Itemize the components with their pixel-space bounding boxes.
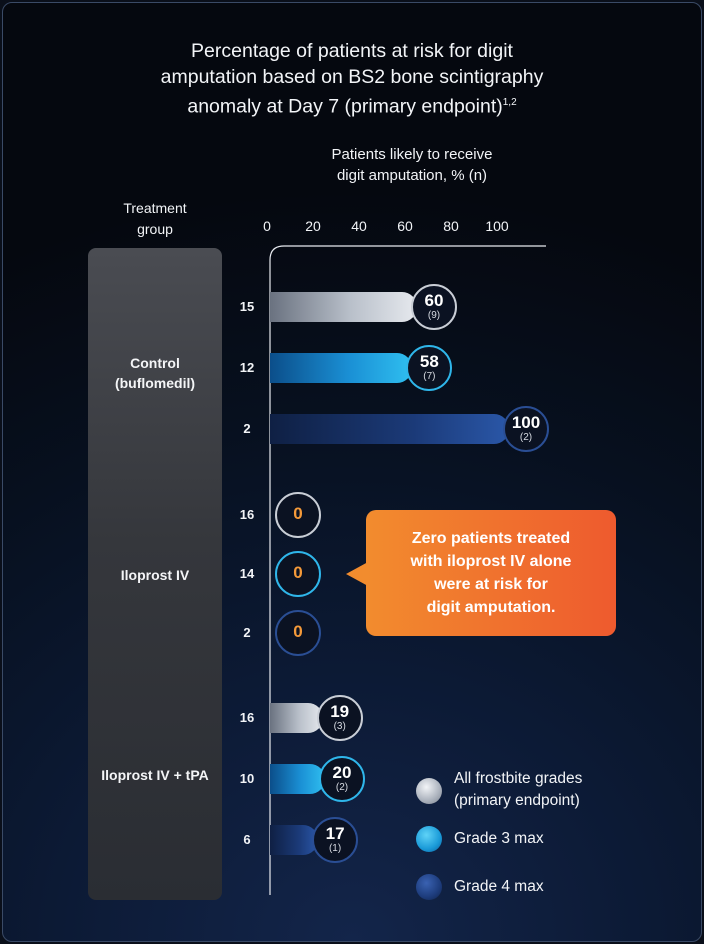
value-bubble-iloprost-grade-3: 0 [275, 551, 321, 597]
value-bubble-control-all-grades: 60 (9) [411, 284, 457, 330]
n-label-iloprost-tpa-grade-3: 10 [239, 771, 255, 786]
legend-swatch-grade-3 [416, 826, 442, 852]
value-label-control-grade-3: 58 [419, 352, 439, 371]
treatment-group-panel [88, 248, 222, 900]
count-label-iloprost-tpa-grade-3: (2) [335, 782, 349, 793]
group-label-control-line-1: Control [130, 355, 180, 371]
value-bubble-control-grade-3: 58 (7) [406, 345, 453, 391]
value-bubble-iloprost-tpa-grade-3: 20 (2) [319, 756, 365, 802]
value-label-iloprost-all-grades: 0 [293, 504, 303, 523]
bar-iloprost-tpa-all-grades [270, 703, 323, 733]
value-label-control-grade-4: 100 [511, 413, 541, 432]
count-label-control-grade-3: (7) [423, 371, 436, 382]
x-tick-60: 60 [397, 218, 413, 234]
callout-pointer [346, 562, 368, 586]
chart-title-line-3-text: anomaly at Day 7 (primary endpoint) [187, 95, 503, 118]
count-label-iloprost-tpa-grade-4: (1) [328, 843, 342, 854]
group-label-iloprost-tpa-text: Iloprost IV + tPA [101, 767, 209, 783]
count-label-iloprost-tpa-all-grades: (3) [333, 721, 346, 732]
legend-swatch-grade-4 [416, 874, 442, 900]
legend-label-all-grades-line-1: All frostbite grades [454, 770, 583, 787]
legend-label-all-grades-line-2: (primary endpoint) [454, 792, 580, 809]
value-bubble-iloprost-tpa-all-grades: 19 (3) [316, 695, 363, 741]
chart-title: Percentage of patients at risk for digit… [0, 38, 704, 120]
x-tick-0: 0 [263, 218, 271, 234]
bar-control-all-grades [270, 292, 417, 322]
group-axis-title-line-1: Treatment [123, 200, 187, 216]
x-axis-title-line-1: Patients likely to receive [331, 146, 493, 163]
group-axis-title-line-2: group [137, 221, 173, 237]
group-axis-title: Treatment group [88, 198, 222, 240]
n-label-iloprost-tpa-grade-4: 6 [243, 832, 251, 847]
bar-control-grade-3 [270, 353, 413, 383]
n-label-iloprost-all-grades: 16 [239, 507, 255, 522]
group-label-control: Control (buflomedil) [88, 353, 222, 393]
legend-label-all-grades: All frostbite grades (primary endpoint) [454, 768, 582, 812]
callout-line-4: digit amputation. [426, 599, 556, 616]
value-bubble-iloprost-grade-4: 0 [275, 610, 321, 656]
value-label-iloprost-tpa-grade-4: 17 [325, 824, 345, 843]
chart-title-line-3: anomaly at Day 7 (primary endpoint)1,2 [0, 90, 704, 120]
x-tick-40: 40 [351, 218, 367, 234]
group-label-control-line-2: (buflomedil) [114, 375, 196, 391]
value-label-iloprost-grade-3: 0 [293, 563, 303, 582]
count-label-control-grade-4: (2) [519, 432, 533, 443]
value-label-control-all-grades: 60 [424, 291, 444, 310]
n-label-control-all-grades: 15 [239, 299, 255, 314]
bar-iloprost-tpa-grade-3 [270, 764, 325, 794]
n-label-iloprost-tpa-all-grades: 16 [239, 710, 255, 725]
callout-line-2: with iloprost IV alone [410, 553, 572, 570]
value-label-iloprost-tpa-grade-3: 20 [332, 763, 352, 782]
count-label-control-all-grades: (9) [427, 310, 441, 321]
value-label-iloprost-grade-4: 0 [293, 622, 303, 641]
x-tick-100: 100 [485, 218, 509, 234]
value-bubble-iloprost-tpa-grade-4: 17 (1) [312, 817, 359, 863]
x-tick-20: 20 [305, 218, 321, 234]
legend-label-grade-3: Grade 3 max [454, 830, 544, 847]
group-label-iloprost: Iloprost IV [88, 565, 222, 585]
n-label-control-grade-4: 2 [243, 421, 251, 436]
legend-swatch-all-grades [416, 778, 442, 804]
n-label-control-grade-3: 12 [239, 360, 255, 375]
callout-line-3: were at risk for [434, 576, 548, 593]
callout-box [366, 510, 616, 636]
n-label-iloprost-grade-3: 14 [239, 566, 255, 581]
x-axis-title-line-2: digit amputation, % (n) [336, 167, 488, 184]
x-axis-line [269, 245, 546, 895]
value-bubble-iloprost-all-grades: 0 [275, 492, 321, 538]
value-bubble-control-grade-4: 100 (2) [503, 406, 549, 452]
callout-line-1: Zero patients treated [411, 530, 571, 547]
callout-annotation: Zero patients treated with iloprost IV a… [366, 527, 616, 619]
value-label-iloprost-tpa-all-grades: 19 [330, 702, 350, 721]
title-reference-superscript: 1,2 [502, 97, 517, 108]
group-label-iloprost-tpa: Iloprost IV + tPA [88, 765, 222, 785]
n-label-iloprost-grade-4: 2 [243, 625, 251, 640]
legend-label-grade-4: Grade 4 max [454, 878, 544, 895]
x-tick-80: 80 [443, 218, 459, 234]
bar-control-grade-4 [270, 414, 509, 444]
chart-title-line-1: Percentage of patients at risk for digit [191, 40, 513, 62]
bar-iloprost-tpa-grade-4 [270, 825, 319, 855]
group-label-iloprost-text: Iloprost IV [120, 567, 190, 583]
chart-title-line-2: amputation based on BS2 bone scintigraph… [160, 66, 544, 88]
x-axis-title: Patients likely to receive digit amputat… [262, 144, 562, 186]
